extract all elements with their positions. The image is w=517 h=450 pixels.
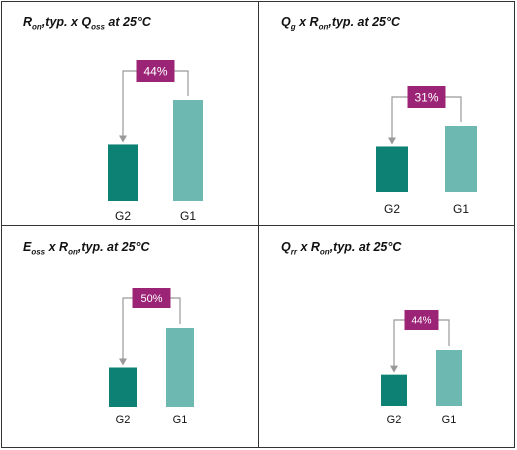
panel-eoss-rds: Eoss x Ron,typ. at 25°C G2 G1 50% — [1, 226, 258, 450]
bar-g1 — [445, 126, 477, 192]
reduction-badge-label: 31% — [414, 90, 438, 104]
panel-title: Qg x Ron,typ. at 25°C — [281, 15, 401, 32]
vertical-divider — [258, 1, 259, 448]
bar-g1 — [166, 328, 194, 407]
horizontal-divider — [1, 225, 515, 226]
panel-title: Ron,typ. x Qoss at 25°C — [23, 15, 151, 32]
panel-title: Qrr x Ron,typ. at 25°C — [281, 240, 402, 257]
bar-g2 — [108, 144, 138, 201]
category-label-g2: G2 — [115, 209, 131, 223]
arrow-head — [119, 358, 127, 366]
panel-chart: G2 G1 44% — [108, 60, 203, 223]
category-label-g1: G1 — [453, 202, 469, 216]
arrow-head — [388, 137, 396, 145]
reduction-badge — [404, 310, 439, 330]
panel-qg-rds: Qg x Ron,typ. at 25°C G2 G1 31% — [259, 1, 516, 225]
arrow-head — [119, 135, 127, 143]
category-label-g2: G2 — [384, 202, 400, 216]
panel-chart: G2 G1 44% — [381, 310, 462, 426]
reduction-badge-label: 44% — [143, 64, 167, 78]
category-label-g2: G2 — [116, 414, 131, 426]
bar-g2 — [109, 367, 137, 407]
panel-chart: G2 G1 31% — [376, 86, 477, 216]
category-label-g1: G1 — [442, 414, 457, 426]
bar-g2 — [376, 146, 408, 192]
category-label-g1: G1 — [180, 209, 196, 223]
reduction-badge-label: 50% — [140, 293, 162, 305]
reduction-badge — [132, 288, 171, 308]
panel-rds-qoss: Ron,typ. x Qoss at 25°C G2 G1 44% — [1, 1, 258, 225]
arrow-head — [390, 365, 398, 373]
reduction-badge — [136, 60, 175, 82]
panel-chart: G2 G1 50% — [109, 288, 194, 426]
bar-g1 — [436, 350, 462, 406]
reduction-badge-label: 44% — [411, 316, 431, 327]
panel-qrr-rds: Qrr x Ron,typ. at 25°C G2 G1 44% — [259, 226, 516, 450]
panel-title: Eoss x Ron,typ. at 25°C — [23, 240, 150, 257]
bar-g1 — [173, 100, 203, 201]
category-label-g2: G2 — [387, 414, 402, 426]
category-label-g1: G1 — [173, 414, 188, 426]
bar-g2 — [381, 374, 407, 406]
reduction-badge — [407, 86, 446, 108]
